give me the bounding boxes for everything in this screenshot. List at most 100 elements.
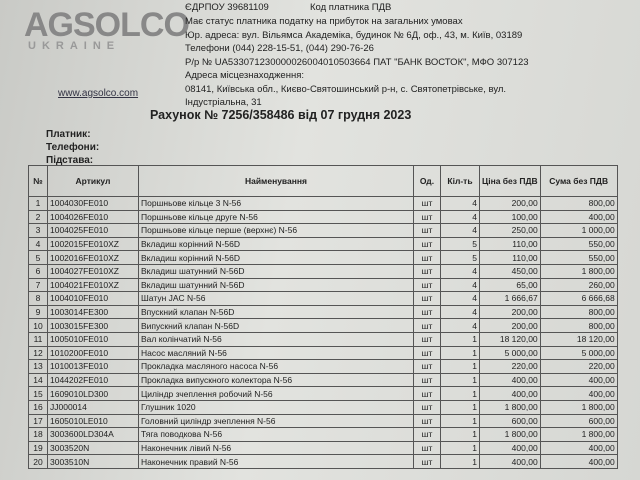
table-cell: 600,00 (539, 413, 618, 429)
table-cell: 400,00 (479, 386, 541, 401)
table-cell: 6 666,68 (539, 291, 618, 306)
header-line: Телефони (044) 228-15-51, (044) 290-76-2… (185, 43, 374, 54)
header-line: 08141, Київська обл., Києво-Святошинськи… (185, 83, 507, 95)
table-cell: шт (413, 399, 441, 415)
table-cell: 1004026FE010 (47, 209, 139, 225)
table-row: 2 1004026FE010 Поршньове кільце друге N-56… (28, 209, 618, 225)
table-cell: 1004025FE010 (47, 223, 139, 238)
table-cell: 110,00 (479, 250, 541, 265)
table-cell: шт (413, 386, 441, 401)
table-cell: 800,00 (539, 318, 618, 333)
table-cell: 1 (440, 372, 480, 388)
table-cell: 1 000,00 (539, 223, 618, 238)
field-label: Підстава: (46, 155, 94, 166)
table-row: 7 1004021FE010XZ Вкладиш шатунний N-56D шт 4… (28, 277, 618, 293)
table-cell: Глушник 1020 (138, 399, 414, 415)
logo: AGSOLCO (24, 6, 190, 44)
table-cell: шт (413, 277, 441, 293)
column-header: Ціна без ПДВ (479, 165, 541, 197)
table-cell: шт (413, 209, 441, 225)
table-cell: шт (413, 318, 441, 333)
table-cell: 5 (28, 250, 48, 265)
table-row: 4 1002015FE010XZ Вкладиш корінний N-56D шт 5… (28, 236, 618, 252)
table-cell: шт (413, 372, 441, 388)
table-cell: Поршньове кільце друге N-56 (138, 209, 414, 225)
table-row: 3 1004025FE010 Поршньове кільце перше (вер… (28, 223, 618, 238)
table-cell: 3003600LD304A (47, 427, 139, 442)
table-cell: шт (413, 345, 441, 361)
table-cell: 3003510N (47, 454, 139, 469)
table-cell: 10 (28, 318, 48, 333)
table-cell: 14 (28, 372, 48, 388)
table-cell: Насос масляний N-56 (138, 345, 414, 361)
table-row: 15 1609010LD300 Циліндр зчеплення робочий … (28, 386, 618, 401)
table-cell: 400,00 (539, 372, 618, 388)
table-cell: 3 (28, 223, 48, 238)
table-cell: шт (413, 413, 441, 429)
table-cell: шт (413, 250, 441, 265)
column-header: Сума без ПДВ (539, 165, 618, 197)
table-cell: 4 (440, 196, 480, 211)
table-cell: 4 (440, 223, 480, 238)
table-cell: шт (413, 304, 441, 320)
table-cell: 7 (28, 277, 48, 293)
header-line: Юр. адреса: вул. Вільямса Академіка, буд… (185, 29, 523, 41)
table-cell: 1 (440, 440, 480, 456)
edrpou: ЄДРПОУ 39681109 (185, 2, 269, 13)
table-cell: 4 (440, 263, 480, 279)
table-cell: 1 800,00 (539, 399, 618, 415)
table-cell: 19 (28, 440, 48, 456)
table-row: 5 1002016FE010XZ Вкладиш корінний N-56D шт 5… (28, 250, 618, 265)
table-cell: Вкладиш шатунний N-56D (138, 277, 414, 293)
table-row: 16 JJ000014 Глушник 1020 шт 1 1 800,00 1 800,0… (28, 399, 618, 415)
table-cell: 1044202FE010 (47, 372, 139, 388)
column-header: Од. (413, 165, 441, 197)
table-cell: 11 (28, 331, 48, 347)
table-cell: шт (413, 331, 441, 347)
table-cell: 1010013FE010 (47, 359, 139, 374)
table-cell: 12 (28, 345, 48, 361)
table-row: 8 1004010FE010 Шатун JAC N-56 шт 4 1 666,67 6 … (28, 291, 618, 306)
table-cell: Вкладиш корінний N-56D (138, 236, 414, 252)
website-link[interactable]: www.agsolco.com (58, 88, 139, 99)
table-cell: 1609010LD300 (47, 386, 139, 401)
table-row: 20 3003510N Наконечник правий N-56 шт 1 400,0… (28, 454, 618, 469)
column-header: Артикул (47, 165, 139, 197)
invoice-title: Рахунок № 7256/358486 від 07 грудня 2023 (150, 108, 412, 122)
table-cell: 1 (28, 196, 48, 211)
table-cell: 100,00 (479, 209, 541, 225)
table-cell: 1002016FE010XZ (47, 250, 139, 265)
table-cell: 5 000,00 (539, 345, 618, 361)
table-cell: 200,00 (479, 318, 541, 333)
header-row: № Артикул Найменування Од. Кіл-ть Ціна без ПД… (28, 165, 618, 197)
table-cell: шт (413, 427, 441, 442)
table-cell: 1 (440, 386, 480, 401)
table-cell: 5 (440, 250, 480, 265)
table-cell: Поршньове кільце перше (верхнє) N-56 (138, 223, 414, 238)
table-cell: Наконечник лівий N-56 (138, 440, 414, 456)
table-cell: Вкладиш шатунний N-56D (138, 263, 414, 279)
table-cell: 550,00 (539, 236, 618, 252)
table-cell: 800,00 (539, 304, 618, 320)
table-cell: 5 000,00 (479, 345, 541, 361)
table-cell: Тяга поводкова N-56 (138, 427, 414, 442)
vat-code: Код платника ПДВ (310, 2, 392, 13)
table-cell: 260,00 (539, 277, 618, 293)
table-cell: шт (413, 454, 441, 469)
table-cell: 6 (28, 263, 48, 279)
table-cell: 1 800,00 (539, 427, 618, 442)
table-cell: Поршньове кільце 3 N-56 (138, 196, 414, 211)
table-cell: Прокладка масляного насоса N-56 (138, 359, 414, 374)
table-cell: 20 (28, 454, 48, 469)
table-cell: 18 120,00 (539, 331, 618, 347)
table-cell: 200,00 (479, 196, 541, 211)
table-cell: шт (413, 291, 441, 306)
table-cell: 1010200FE010 (47, 345, 139, 361)
table-cell: 1002015FE010XZ (47, 236, 139, 252)
table-cell: 1 666,67 (479, 291, 541, 306)
table-cell: 550,00 (539, 250, 618, 265)
header-line: Індустріальна, 31 (185, 97, 262, 108)
table-row: 9 1003014FE300 Впускний клапан N-56D шт 4 200… (28, 304, 618, 320)
table-row: 12 1010200FE010 Насос масляний N-56 шт 1 5 00… (28, 345, 618, 361)
table-row: 13 1010013FE010 Прокладка масляного насоса… (28, 359, 618, 374)
